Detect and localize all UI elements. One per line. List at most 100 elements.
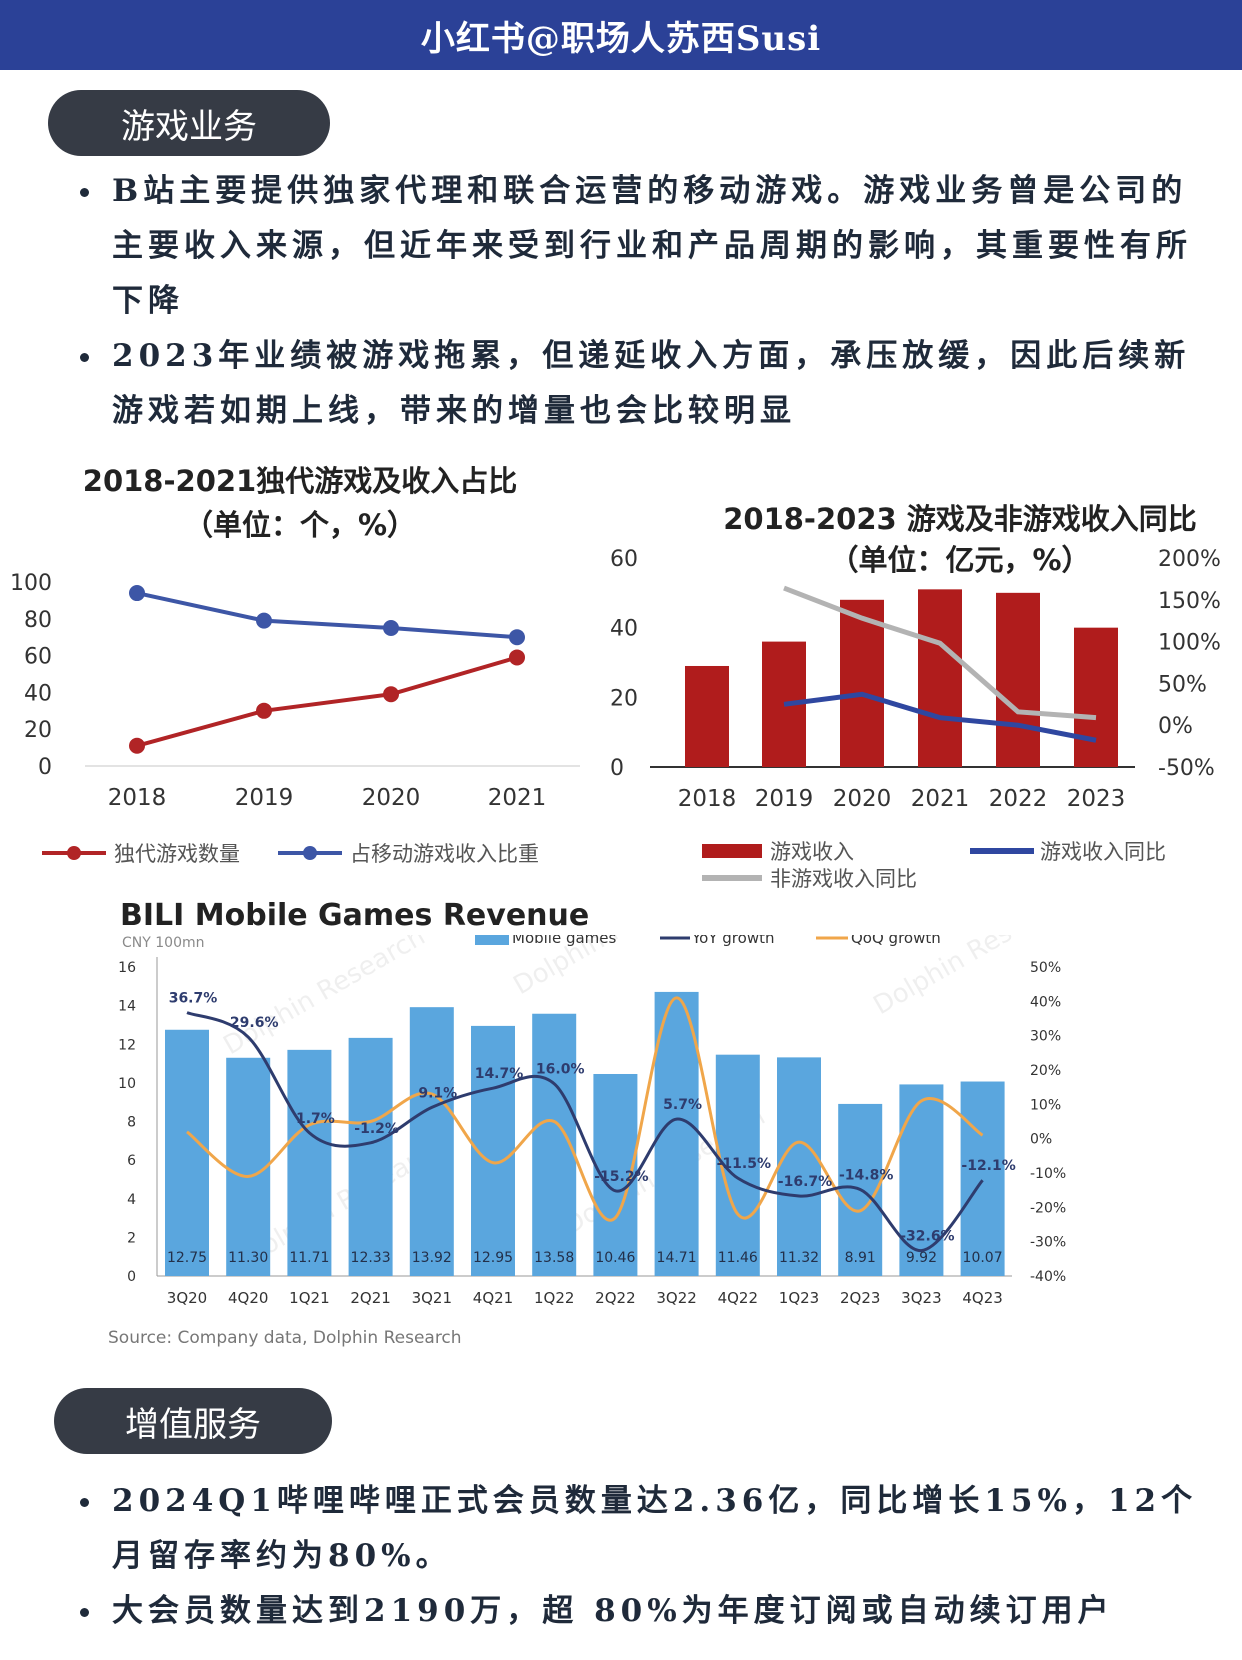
bar-value-label: 11.30	[228, 1250, 268, 1266]
x-tick-label: 2020	[833, 786, 892, 812]
yoy-value-label: 9.1%	[418, 1085, 457, 1101]
legend-label: QoQ growth	[851, 935, 941, 947]
game-bullet: 2023年业绩被游戏拖累，但递延收入方面，承压放缓，因此后续新游戏若如期上线，带…	[80, 329, 1210, 439]
x-tick-label: 2Q22	[595, 1289, 635, 1307]
y-tick-label: 8	[127, 1115, 136, 1131]
bar-value-label: 8.91	[845, 1250, 876, 1266]
legend-label: 非游戏收入同比	[770, 867, 917, 890]
y-tick-label: 40	[610, 617, 638, 642]
section-title-vas: 增值服务	[54, 1388, 332, 1454]
header-title: 小红书@职场人苏西Susi	[420, 18, 822, 59]
bar-value-label: 14.71	[657, 1250, 697, 1266]
y-tick-label: 16	[118, 960, 136, 976]
yoy-value-label: -32.6%	[900, 1229, 954, 1245]
bar-value-label: 11.71	[289, 1250, 329, 1266]
x-tick-label: 3Q20	[167, 1289, 207, 1307]
bar-value-label: 12.95	[473, 1250, 513, 1266]
x-tick-label: 2020	[362, 785, 421, 811]
yoy-value-label: 36.7%	[169, 991, 218, 1007]
series-line	[783, 585, 1097, 721]
legend-swatch	[702, 844, 762, 858]
data-point	[383, 620, 399, 636]
chart3-title: BILI Mobile Games Revenue	[120, 898, 590, 933]
yoy-value-label: -14.8%	[839, 1167, 893, 1183]
x-tick-label: 2021	[911, 786, 970, 812]
vas-bullet-list: 2024Q1哔哩哔哩正式会员数量达2.36亿，同比增长15%，12个月留存率约为…	[80, 1474, 1210, 1639]
y-tick-label: 60	[610, 547, 638, 572]
legend-label: 独代游戏数量	[114, 842, 240, 866]
y2-tick-label: 0%	[1158, 714, 1193, 739]
y-tick-label: 0	[610, 756, 624, 781]
x-tick-label: 2021	[488, 785, 547, 811]
chart3-unit: CNY 100mn	[122, 935, 205, 951]
x-tick-label: 4Q21	[473, 1289, 513, 1307]
data-point	[129, 585, 145, 602]
section-title-vas-text: 增值服务	[125, 1404, 261, 1445]
yoy-value-label: -15.2%	[594, 1169, 648, 1185]
x-tick-label: 3Q21	[412, 1289, 452, 1307]
y2-tick-label: 100%	[1158, 631, 1221, 656]
series-line	[136, 655, 518, 748]
legend-marker	[303, 846, 317, 860]
yoy-value-label: -12.1%	[961, 1158, 1015, 1174]
yoy-value-label: 29.6%	[230, 1015, 279, 1031]
legend-marker	[67, 846, 81, 860]
yoy-value-label: 5.7%	[663, 1097, 702, 1113]
x-tick-label: 1Q22	[534, 1289, 574, 1307]
bar	[226, 1057, 271, 1276]
x-tick-label: 4Q22	[718, 1289, 758, 1307]
game-bullet: B站主要提供独家代理和联合运营的移动游戏。游戏业务曾是公司的主要收入来源，但近年…	[80, 164, 1210, 329]
y-tick-label: 0	[127, 1269, 136, 1285]
chart2-title: 2018-2023 游戏及非游戏收入同比	[723, 502, 1197, 536]
chart2-svg: 60 40 20 0 200% 150% 100% 50% 0% -50% 2018 2019 2020…	[610, 547, 1221, 890]
series-line	[783, 691, 1097, 743]
x-tick-label: 2018	[678, 786, 737, 812]
data-point	[256, 702, 272, 719]
bar	[287, 1049, 332, 1276]
y-tick-label: 100	[10, 571, 52, 596]
series-line-qoq	[186, 996, 984, 1222]
data-point	[256, 612, 272, 629]
bar-value-label: 13.58	[534, 1250, 574, 1266]
y-tick-label: 2	[127, 1230, 136, 1246]
x-tick-label: 2019	[755, 786, 814, 812]
yoy-value-label: -11.5%	[717, 1156, 771, 1172]
y-tick-label: 0	[38, 755, 52, 780]
chart2-subtitle: （单位：亿元，%）	[829, 543, 1091, 577]
section-title-game-text: 游戏业务	[121, 106, 257, 147]
y-tick-label: 14	[118, 999, 136, 1015]
x-tick-label: 2Q23	[840, 1289, 880, 1307]
watermark-text: Dolphin Research	[219, 935, 431, 1061]
legend-label: YoY growth	[691, 935, 774, 947]
y2-tick-label: 150%	[1158, 589, 1221, 614]
chart1-svg: 100 80 60 40 20 0 2018 2019 2020 2021 独代游戏数量 占移动游戏收…	[10, 571, 580, 866]
x-tick-label: 2023	[1067, 786, 1126, 812]
yoy-value-label: -1.2%	[354, 1121, 399, 1137]
yoy-value-label: 1.7%	[296, 1111, 335, 1127]
header-bar: 小红书@职场人苏西Susi	[0, 0, 1242, 70]
bar	[165, 1029, 209, 1276]
y2-tick-label: 30%	[1030, 1029, 1061, 1045]
bar	[654, 991, 699, 1276]
bar	[409, 1007, 454, 1276]
legend-label: 游戏收入	[770, 840, 854, 864]
y2-tick-label: -40%	[1030, 1269, 1066, 1285]
y-tick-label: 12	[118, 1037, 136, 1053]
bar-value-label: 12.33	[351, 1250, 391, 1266]
y2-tick-label: 20%	[1030, 1063, 1061, 1079]
vas-bullet: 2024Q1哔哩哔哩正式会员数量达2.36亿，同比增长15%，12个月留存率约为…	[80, 1474, 1210, 1584]
y2-tick-label: -10%	[1030, 1166, 1066, 1182]
bar-value-label: 12.75	[167, 1250, 207, 1266]
y2-tick-label: -20%	[1030, 1200, 1066, 1216]
x-tick-label: 1Q21	[289, 1289, 329, 1307]
x-tick-label: 3Q23	[901, 1289, 941, 1307]
y-tick-label: 20	[610, 686, 638, 711]
y-tick-label: 4	[127, 1192, 136, 1208]
bar-value-label: 10.46	[595, 1250, 635, 1266]
x-tick-label: 2022	[989, 786, 1048, 812]
yoy-value-label: 14.7%	[475, 1066, 524, 1082]
vas-bullet: 大会员数量达到2190万，超 80%为年度订阅或自动续订用户	[80, 1584, 1210, 1639]
bar-value-label: 11.46	[718, 1250, 758, 1266]
chart3-source: Source: Company data, Dolphin Research	[108, 1328, 462, 1348]
